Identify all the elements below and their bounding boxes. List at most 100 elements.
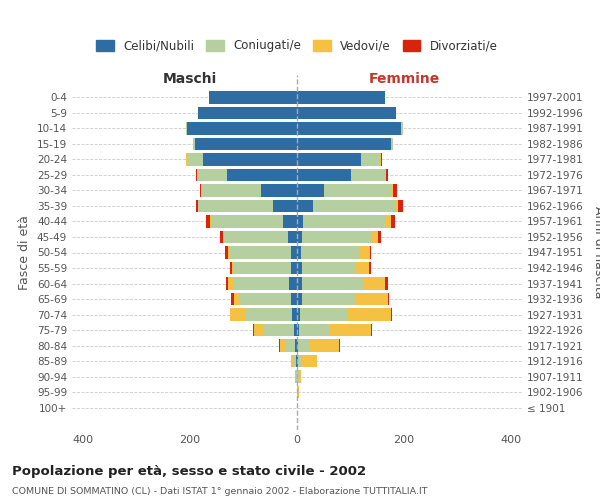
Bar [209,91,297,104]
Bar [360,246,370,258]
Bar [297,246,301,258]
Bar [398,200,403,212]
Bar [290,246,297,258]
Bar [294,355,296,368]
Bar [296,370,297,383]
Bar [379,231,380,243]
Bar [324,184,391,196]
Bar [239,293,290,306]
Bar [289,231,297,243]
Bar [186,122,187,134]
Bar [290,262,297,274]
Bar [254,324,265,336]
Bar [302,231,372,243]
Bar [302,262,356,274]
Bar [196,200,198,212]
Bar [300,308,349,321]
Bar [313,200,396,212]
Bar [280,340,286,352]
Bar [265,324,294,336]
Bar [199,200,274,212]
Y-axis label: Anni di nascita: Anni di nascita [592,206,600,298]
Bar [198,168,227,181]
Bar [206,216,210,228]
Bar [202,184,260,196]
Bar [230,262,232,274]
Bar [386,216,391,228]
Bar [230,308,246,321]
Bar [380,153,381,166]
Bar [211,216,283,228]
Bar [292,308,297,321]
Bar [230,293,235,306]
Bar [356,293,388,306]
Bar [224,246,228,258]
Bar [297,184,324,196]
Bar [297,308,300,321]
Bar [297,91,385,104]
Bar [385,168,386,181]
Bar [289,278,297,289]
Bar [393,184,397,196]
Bar [361,153,380,166]
Bar [385,278,388,289]
Bar [297,168,350,181]
Bar [297,278,302,289]
Legend: Celibi/Nubili, Coniugati/e, Vedovi/e, Divorziati/e: Celibi/Nubili, Coniugati/e, Vedovi/e, Di… [92,35,502,57]
Bar [298,340,310,352]
Bar [301,246,360,258]
Bar [401,122,403,134]
Bar [196,168,197,181]
Bar [228,246,229,258]
Bar [391,138,394,150]
Bar [229,246,290,258]
Bar [223,231,224,243]
Bar [329,324,371,336]
Bar [235,293,239,306]
Bar [297,262,302,274]
Bar [302,293,356,306]
Bar [297,355,298,368]
Text: Femmine: Femmine [368,72,440,86]
Bar [370,262,371,274]
Bar [286,340,295,352]
Bar [386,168,388,181]
Bar [297,293,302,306]
Bar [396,200,398,212]
Bar [195,138,297,150]
Bar [198,106,297,119]
Bar [232,262,235,274]
Bar [350,168,385,181]
Bar [297,231,302,243]
Bar [187,153,203,166]
Bar [224,231,289,243]
Bar [297,340,298,352]
Bar [290,293,297,306]
Y-axis label: Fasce di età: Fasce di età [19,215,31,290]
Bar [391,216,395,228]
Bar [302,278,364,289]
Bar [364,278,385,289]
Bar [200,184,201,196]
Bar [372,231,379,243]
Bar [229,278,233,289]
Bar [299,324,329,336]
Bar [297,122,401,134]
Bar [297,216,304,228]
Text: COMUNE DI SOMMATINO (CL) - Dati ISTAT 1° gennaio 2002 - Elaborazione TUTTITALIA.: COMUNE DI SOMMATINO (CL) - Dati ISTAT 1°… [12,488,427,496]
Bar [220,231,223,243]
Bar [193,138,195,150]
Bar [283,216,297,228]
Bar [197,168,198,181]
Bar [297,106,396,119]
Bar [297,386,298,398]
Bar [187,122,297,134]
Bar [203,153,297,166]
Bar [227,168,297,181]
Text: Maschi: Maschi [163,72,217,86]
Bar [304,216,386,228]
Bar [274,200,297,212]
Bar [310,340,340,352]
Bar [349,308,391,321]
Bar [235,262,290,274]
